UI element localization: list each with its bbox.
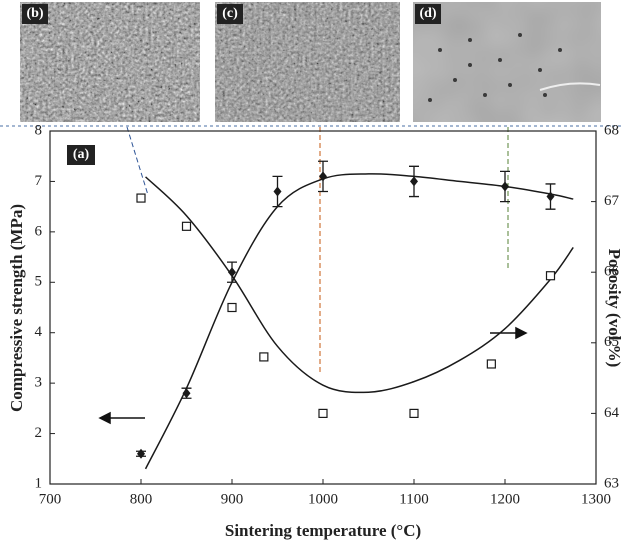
y-tick-label: 6 xyxy=(35,223,43,239)
connector xyxy=(126,126,149,196)
data-point xyxy=(136,193,146,203)
data-point xyxy=(273,186,282,197)
panel-label: (d) xyxy=(419,6,436,21)
x-tick-label: 800 xyxy=(130,491,153,507)
x-tick-label: 900 xyxy=(221,491,244,507)
fit-curve xyxy=(144,173,574,470)
data-point xyxy=(486,359,496,369)
panel-label-a: (a) xyxy=(67,145,95,165)
x-tick-label: 1300 xyxy=(581,491,611,507)
sem-image-b xyxy=(20,2,200,122)
x-tick-label: 1100 xyxy=(399,491,428,507)
data-point xyxy=(546,191,555,202)
y-tick-label: 7 xyxy=(35,173,43,189)
panel-label-b: (b) xyxy=(22,4,48,24)
data-point xyxy=(227,302,237,313)
y-tick-label: 8 xyxy=(35,122,43,138)
y2-tick-label: 64 xyxy=(604,405,620,421)
panel-label-c: (c) xyxy=(217,4,243,24)
data-point xyxy=(259,352,269,362)
data-point xyxy=(228,267,236,278)
data-point xyxy=(318,408,328,418)
data-point xyxy=(410,176,418,187)
sem-image-c xyxy=(215,2,400,122)
x-tick-label: 1200 xyxy=(490,491,520,507)
panel-label: (b) xyxy=(26,6,43,21)
data-point xyxy=(182,388,191,399)
data-point xyxy=(181,221,192,231)
y2-tick-label: 68 xyxy=(604,122,619,138)
y2-tick-label: 63 xyxy=(604,475,619,491)
y-tick-label: 2 xyxy=(35,425,43,441)
y2-axis-label: Porosity (vol.%) xyxy=(605,249,623,368)
data-point xyxy=(137,448,145,459)
y2-tick-label: 66 xyxy=(604,264,620,280)
y2-tick-label: 67 xyxy=(604,193,620,209)
y-tick-label: 4 xyxy=(35,324,43,340)
data-point xyxy=(409,408,419,418)
x-axis-label: Sintering temperature (°C) xyxy=(225,521,421,540)
data-point xyxy=(319,171,327,182)
y-tick-label: 1 xyxy=(35,475,43,491)
panel-label: (a) xyxy=(73,147,90,162)
fit-curve xyxy=(145,176,574,394)
data-point xyxy=(501,181,509,192)
sem-image-d xyxy=(413,2,601,122)
panel-label: (c) xyxy=(222,6,238,21)
arrows xyxy=(98,326,528,425)
panel-label-d: (d) xyxy=(415,4,441,24)
y-tick-label: 3 xyxy=(35,375,43,391)
data-point xyxy=(545,271,556,281)
y-axis-label: Compressive strength (MPa) xyxy=(7,204,26,412)
y-tick-label: 5 xyxy=(35,274,43,290)
x-tick-label: 700 xyxy=(39,491,62,507)
x-tick-label: 1000 xyxy=(308,491,338,507)
y2-tick-label: 65 xyxy=(604,334,619,350)
